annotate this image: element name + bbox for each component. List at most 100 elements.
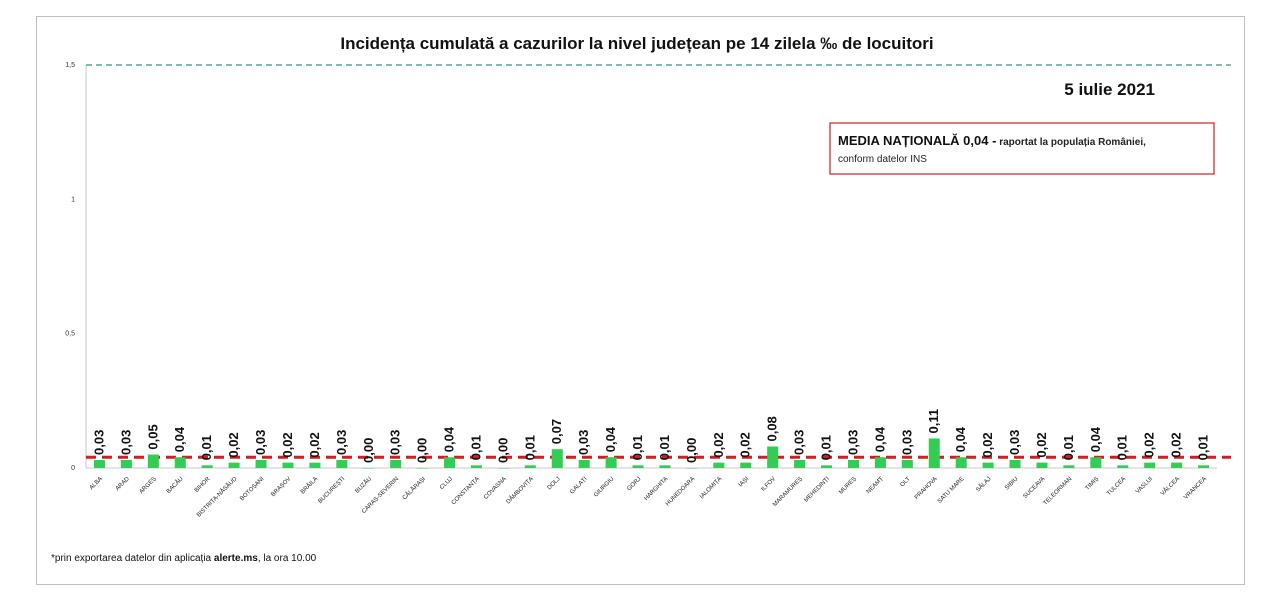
bar <box>955 457 967 468</box>
bar <box>336 459 348 468</box>
bar <box>120 459 132 468</box>
bars <box>93 438 1210 469</box>
x-tick-label: CĂLĂRAȘI <box>401 475 427 501</box>
bar <box>1198 465 1210 468</box>
bar-value-label: 0,03 <box>91 430 106 455</box>
x-tick-label: SIBIU <box>1004 476 1019 491</box>
x-tick-label: BRĂILA <box>299 475 319 495</box>
bar-value-label: 0,03 <box>1007 430 1022 455</box>
bar <box>982 462 994 468</box>
bar-value-label: 0,03 <box>576 430 591 455</box>
x-tick-label: CONSTANȚA <box>451 476 481 506</box>
bar <box>524 465 536 468</box>
footnote-suffix: , la ora 10.00 <box>258 553 317 564</box>
bar-value-label: 0,01 <box>657 435 672 460</box>
value-labels: 0,03 0,03 0,05 0,04 0,01 0,02 0,03 0,02 0,02 0,03… <box>91 409 1210 463</box>
x-tick-label: VRANCEA <box>1183 476 1208 501</box>
bar-value-label: 0,03 <box>845 430 860 455</box>
x-tick-label: TELEORMAN <box>1043 476 1074 507</box>
bar-value-label: 0,01 <box>819 435 834 460</box>
bar <box>605 457 617 468</box>
bar-value-label: 0,01 <box>199 435 214 460</box>
bar <box>201 465 213 468</box>
bar <box>1063 465 1075 468</box>
date-label: 5 iulie 2021 <box>1064 80 1155 99</box>
x-tick-label: TIMIȘ <box>1085 476 1101 492</box>
bar-value-label: 0,01 <box>630 435 645 460</box>
x-tick-label: GORJ <box>626 476 642 492</box>
bar-value-label: 0,04 <box>1088 426 1103 452</box>
x-tick-label: SĂLAJ <box>975 475 993 493</box>
bar-value-label: 0,04 <box>442 426 457 452</box>
bar-value-label: 0,03 <box>899 430 914 455</box>
bar <box>1036 462 1048 468</box>
chart: Incidența cumulată a cazurilor la nivel … <box>51 34 1231 564</box>
bar-value-label: 0,01 <box>522 435 537 460</box>
x-tick-label: BACĂU <box>165 475 185 495</box>
bar-value-label: 0,02 <box>1034 432 1049 457</box>
bar <box>390 459 402 468</box>
footnote-prefix: *prin exportarea datelor din aplicația <box>51 553 214 564</box>
national-average-title: MEDIA NAȚIONALĂ 0,04 - <box>838 133 996 148</box>
bar-value-label: 0,08 <box>765 416 780 441</box>
bar <box>1144 462 1156 468</box>
x-tick-label: ARGEȘ <box>139 476 158 495</box>
x-tick-label: IALOMIȚA <box>699 476 723 500</box>
bar <box>497 468 509 469</box>
bar <box>632 465 644 468</box>
x-tick-label: DOLJ <box>547 476 562 491</box>
bar-value-label: 0,04 <box>953 426 968 452</box>
bar-value-label: 0,01 <box>468 435 483 460</box>
x-tick-label: BOTOȘANI <box>239 476 265 502</box>
bar-value-label: 0,04 <box>603 426 618 452</box>
x-tick-label: ALBA <box>89 476 104 491</box>
bar <box>363 468 375 469</box>
bar <box>901 459 913 468</box>
bar <box>713 462 725 468</box>
svg-text:MEDIA NAȚIONALĂ 0,04 - raporta: MEDIA NAȚIONALĂ 0,04 - raportat la popul… <box>838 133 1146 148</box>
x-tick-label: CLUJ <box>439 476 454 491</box>
bar <box>740 462 752 468</box>
national-average-border <box>829 122 1215 175</box>
bar <box>821 465 833 468</box>
x-tick-label: MUREȘ <box>838 476 858 496</box>
bar <box>551 449 563 468</box>
x-tick-label: PRAHOVA <box>914 476 939 501</box>
x-tick-label: GIURGIU <box>593 476 615 498</box>
bar <box>847 459 859 468</box>
bar-value-label: 0,07 <box>549 419 564 444</box>
bar <box>1117 465 1129 468</box>
bar <box>147 454 159 468</box>
footnote-source: alerte.ms <box>214 553 258 564</box>
bar-value-label: 0,02 <box>280 432 295 457</box>
national-average-text-2: conform datelor INS <box>838 154 927 165</box>
y-tick-label: 0,5 <box>65 331 75 338</box>
bar <box>228 462 240 468</box>
bar-value-label: 0,02 <box>307 432 322 457</box>
national-average-box: MEDIA NAȚIONALĂ 0,04 - raportat la popul… <box>829 122 1215 175</box>
bar-value-label: 0,02 <box>1142 432 1157 457</box>
reference-lines <box>86 64 1231 459</box>
bar <box>444 457 456 468</box>
x-tick-label: VASLUI <box>1135 476 1154 495</box>
bar <box>417 468 429 469</box>
bar-value-label: 0,00 <box>415 438 430 463</box>
x-tick-label: BIHOR <box>194 476 212 494</box>
bar-value-label: 0,00 <box>684 438 699 463</box>
bar <box>309 462 321 468</box>
x-tick-label: MARAMUREȘ <box>772 476 804 508</box>
bar-value-label: 0,03 <box>388 430 403 455</box>
y-axis: 0 0,5 1 1,5 <box>65 62 1217 472</box>
bar <box>659 465 671 468</box>
x-tick-label: ARAD <box>115 476 132 493</box>
x-tick-label: NEAMȚ <box>866 476 885 495</box>
bar <box>1009 459 1021 468</box>
y-tick-label: 1,5 <box>65 62 75 69</box>
x-tick-label: IAȘI <box>738 476 750 488</box>
bar-value-label: 0,01 <box>1061 435 1076 460</box>
x-tick-label: VÂLCEA <box>1159 475 1181 497</box>
bar-value-label: 0,02 <box>226 432 241 457</box>
bar <box>1090 457 1102 468</box>
x-tick-label: MEHEDINȚI <box>803 476 831 504</box>
bar-value-label: 0,03 <box>253 430 268 455</box>
